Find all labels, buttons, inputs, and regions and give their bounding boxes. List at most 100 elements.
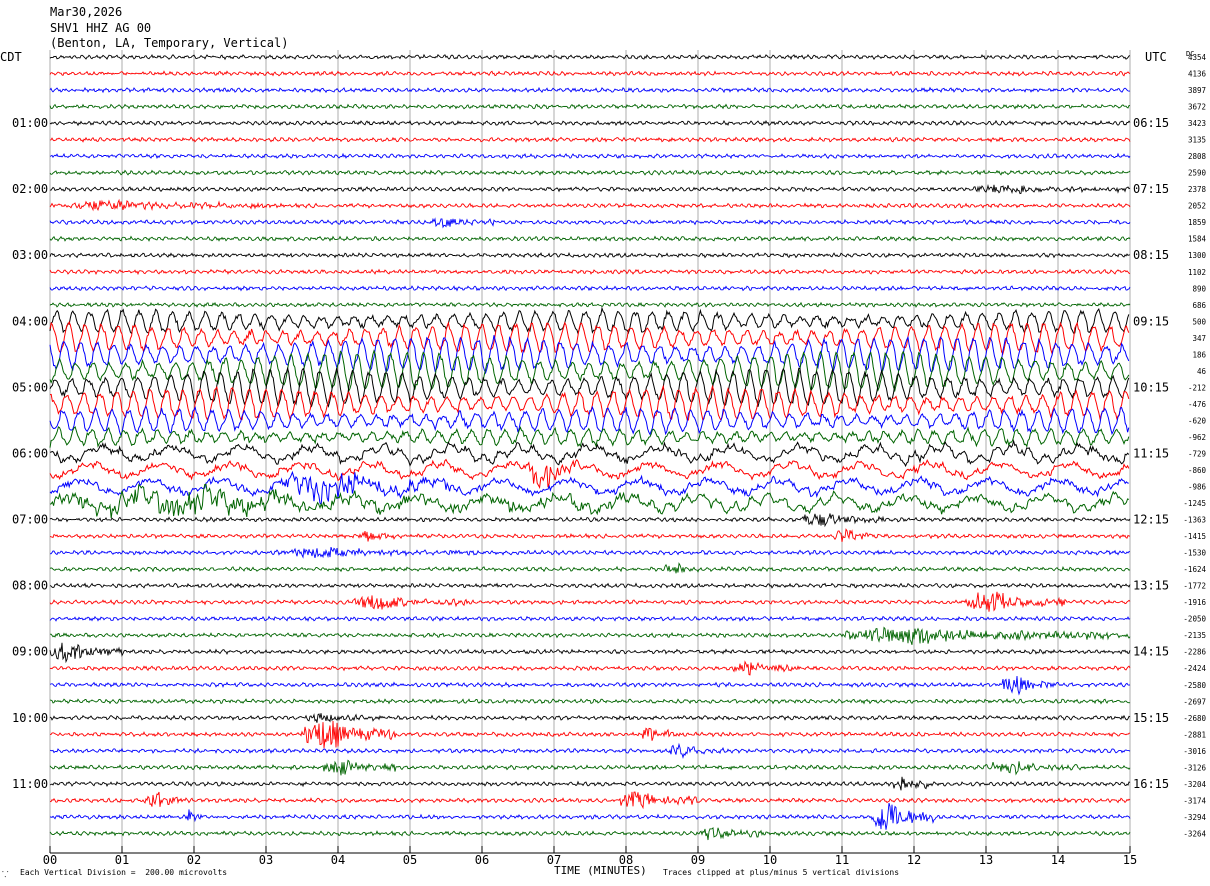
- trace-40: [49, 713, 1131, 723]
- trace-16: [49, 306, 1130, 335]
- left-hour-label: 04:00: [12, 314, 48, 328]
- trace-45: [49, 791, 1131, 810]
- x-tick-label: 12: [907, 853, 921, 867]
- trace-37: [49, 660, 1131, 676]
- trace-20: [49, 366, 1130, 408]
- trace-36: [49, 642, 1131, 664]
- right-hour-label: 14:15: [1133, 645, 1169, 659]
- dc-column-label: DC: [1186, 50, 1195, 58]
- dc-offset-label: -3016: [1183, 747, 1206, 756]
- right-hour-label: 12:15: [1133, 513, 1169, 527]
- dc-offset-label: 3135: [1188, 136, 1206, 145]
- dc-offset-label: 2052: [1188, 202, 1206, 211]
- trace-35: [49, 626, 1131, 645]
- trace-17: [49, 320, 1130, 356]
- dc-offset-label: 1102: [1188, 268, 1206, 277]
- dc-offset-label: -860: [1188, 466, 1207, 475]
- trace-39: [49, 698, 1131, 705]
- dc-offset-label: -3174: [1183, 796, 1206, 805]
- dc-offset-label: -1415: [1183, 532, 1206, 541]
- x-tick-label: 00: [43, 853, 57, 867]
- trace-4: [49, 119, 1131, 127]
- trace-32: [49, 582, 1131, 589]
- dc-offset-label: -1530: [1183, 549, 1206, 558]
- left-hour-label: 08:00: [12, 579, 48, 593]
- x-tick-label: 10: [763, 853, 777, 867]
- trace-27: [49, 483, 1130, 519]
- trace-14: [49, 284, 1131, 292]
- x-axis-title: TIME (MINUTES): [554, 864, 647, 877]
- trace-43: [49, 759, 1131, 776]
- trace-22: [49, 405, 1130, 437]
- dc-offset-label: 4354: [1188, 53, 1207, 62]
- dc-offset-label: -3126: [1183, 763, 1206, 772]
- dc-offset-label: -1363: [1183, 516, 1206, 525]
- x-tick-label: 14: [1051, 853, 1065, 867]
- dc-offset-label: 1584: [1188, 235, 1207, 244]
- dc-offset-label: -2050: [1183, 615, 1206, 624]
- dc-offset-label: -2580: [1183, 681, 1206, 690]
- dc-offset-label: -620: [1188, 416, 1207, 425]
- scale-note-icon: ⸪: [2, 870, 9, 879]
- right-hour-label: 09:15: [1133, 314, 1169, 328]
- dc-offset-label: -2680: [1183, 714, 1206, 723]
- dc-offset-label: 3423: [1188, 119, 1206, 128]
- trace-31: [49, 562, 1131, 574]
- trace-10: [49, 217, 1131, 229]
- dc-offset-label: -3204: [1183, 780, 1206, 789]
- dc-offset-label: 2808: [1188, 152, 1207, 161]
- trace-2: [49, 86, 1131, 94]
- header-date: Mar30,2026: [50, 5, 123, 19]
- dc-offset-label: 2378: [1188, 185, 1207, 194]
- left-hour-label: 06:00: [12, 446, 48, 460]
- left-hour-label: 02:00: [12, 182, 48, 196]
- x-tick-label: 11: [835, 853, 849, 867]
- dc-offset-label: 186: [1192, 350, 1206, 359]
- x-tick-label: 13: [979, 853, 993, 867]
- left-hour-label: 11:00: [12, 777, 48, 791]
- dc-offset-label: -1624: [1183, 565, 1206, 574]
- trace-8: [49, 184, 1131, 195]
- dc-offset-label: 3672: [1188, 103, 1206, 112]
- x-tick-label: 08: [619, 853, 633, 867]
- trace-46: [49, 802, 1131, 830]
- trace-5: [49, 136, 1131, 143]
- trace-24: [49, 439, 1130, 468]
- trace-29: [49, 528, 1131, 542]
- left-timezone-label: CDT: [0, 50, 22, 64]
- dc-offset-label: -962: [1188, 433, 1206, 442]
- trace-25: [49, 458, 1130, 489]
- dc-offset-label: -2881: [1183, 730, 1206, 739]
- dc-offset-label: -2697: [1183, 697, 1206, 706]
- trace-1: [49, 70, 1131, 77]
- trace-34: [49, 615, 1131, 622]
- trace-41: [49, 720, 1131, 749]
- trace-3: [49, 103, 1131, 110]
- x-tick-label: 09: [691, 853, 705, 867]
- dc-offset-label: -212: [1188, 383, 1206, 392]
- dc-offset-label: -3264: [1183, 829, 1206, 838]
- dc-offset-label: 3897: [1188, 86, 1206, 95]
- header-location: (Benton, LA, Temporary, Vertical): [50, 36, 289, 50]
- trace-13: [49, 268, 1131, 276]
- dc-offset-label: 2590: [1188, 169, 1207, 178]
- left-hour-label: 09:00: [12, 645, 48, 659]
- x-tick-label: 04: [331, 853, 345, 867]
- dc-offset-label: -2424: [1183, 664, 1206, 673]
- right-timezone-label: UTC: [1145, 50, 1167, 64]
- trace-23: [49, 426, 1130, 448]
- trace-44: [49, 776, 1131, 791]
- trace-7: [49, 169, 1131, 176]
- trace-47: [49, 826, 1131, 841]
- right-hour-label: 07:15: [1133, 182, 1169, 196]
- left-hour-label: 01:00: [12, 116, 48, 130]
- trace-38: [49, 675, 1131, 696]
- scale-note: Each Vertical Division = 200.00 microvol…: [20, 868, 228, 877]
- dc-offset-label: -1916: [1183, 598, 1206, 607]
- right-hour-label: 06:15: [1133, 116, 1169, 130]
- right-hour-label: 08:15: [1133, 248, 1169, 262]
- dc-offset-label: 890: [1192, 284, 1206, 293]
- dc-offset-label: -2286: [1183, 648, 1206, 657]
- dc-offset-label: 1300: [1188, 251, 1207, 260]
